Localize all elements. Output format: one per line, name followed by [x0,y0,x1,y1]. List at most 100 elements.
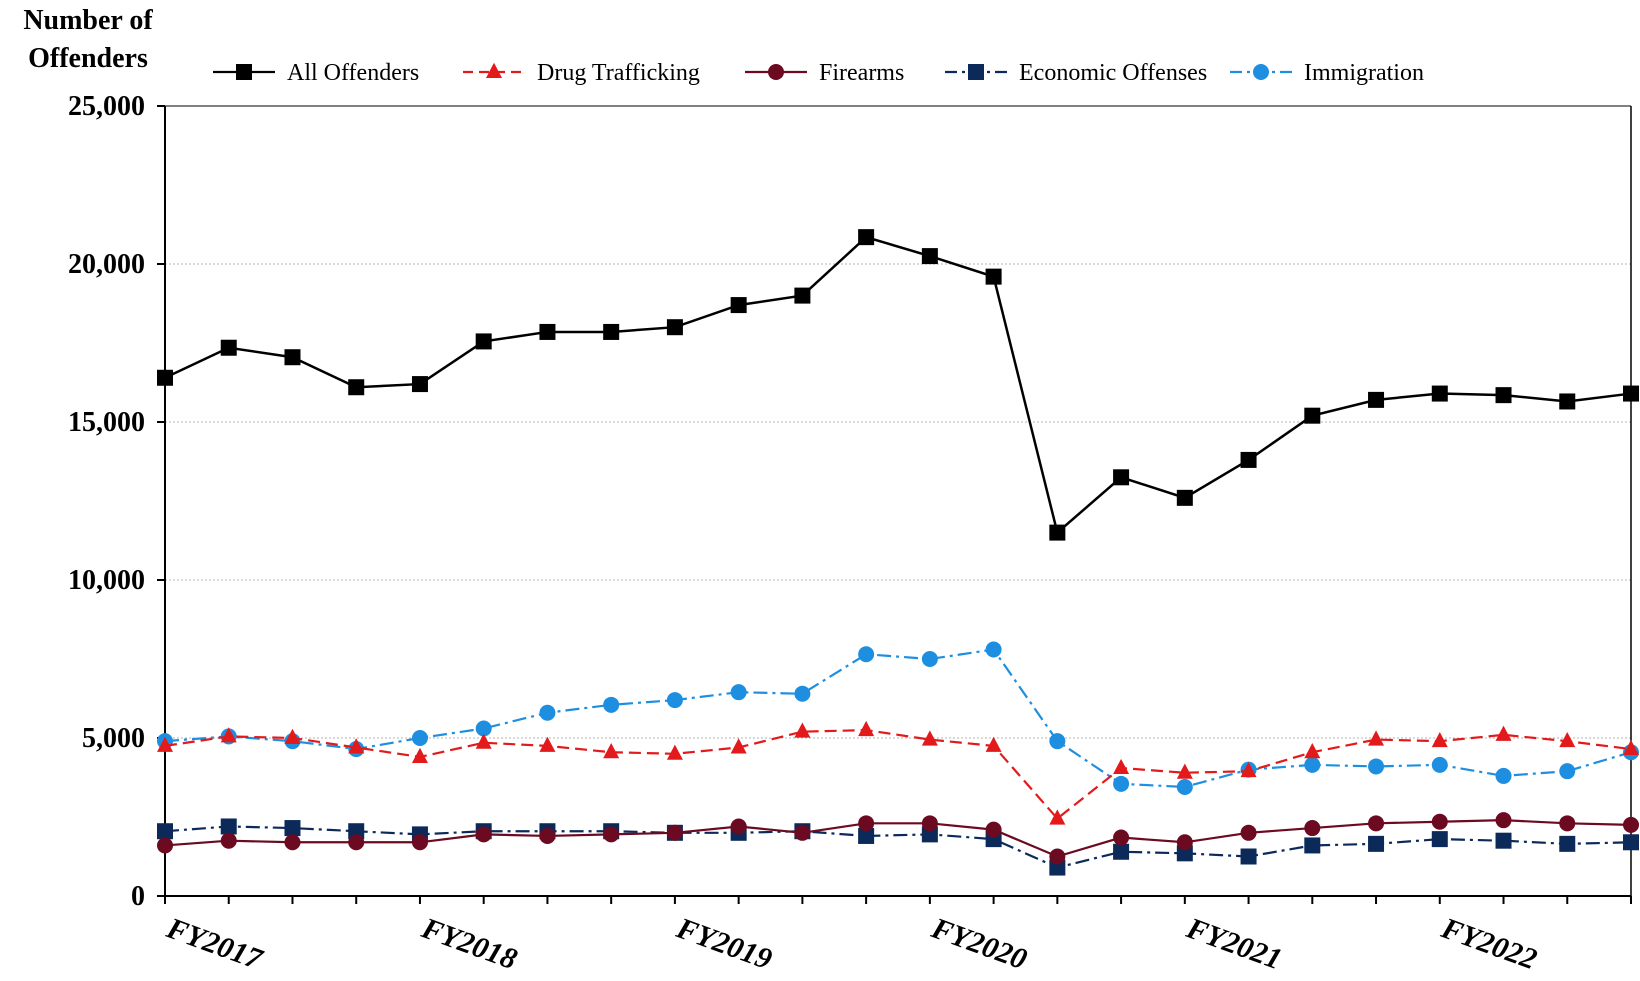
data-point-economic-offenses [220,818,237,835]
data-point-all-offenders [921,248,938,265]
data-point-immigration [730,684,747,701]
x-tick-label: FY2018 [417,911,522,976]
x-tick-label: FY2020 [927,911,1032,976]
data-point-drug-trafficking [1304,743,1321,759]
data-point-all-offenders [730,297,747,314]
data-point-drug-trafficking [1113,758,1130,775]
data-point-all-offenders [475,333,492,350]
data-point-all-offenders [539,323,556,340]
data-point-firearms [1176,834,1193,851]
data-point-all-offenders [985,268,1002,285]
data-point-all-offenders [284,349,301,366]
legend-item-immigration: Immigration [1230,60,1424,86]
data-point-immigration [1049,733,1066,750]
data-point-all-offenders [348,379,365,396]
data-point-firearms [1559,815,1576,832]
series-drug-trafficking [157,720,1639,825]
data-point-firearms [858,815,875,832]
data-point-drug-trafficking [985,736,1002,752]
data-point-firearms [1495,812,1512,829]
data-point-immigration [1176,778,1193,795]
data-point-firearms [411,834,428,851]
y-tick-label: 10,000 [68,565,145,596]
x-tick-label: FY2019 [672,911,777,976]
data-point-immigration [1431,756,1448,773]
data-point-drug-trafficking [539,736,556,752]
series-line-immigration [164,648,1632,789]
data-point-firearms [1240,824,1257,841]
data-point-economic-offenses [921,826,938,843]
data-point-all-offenders [220,339,237,356]
data-point-economic-offenses [1368,835,1385,852]
data-point-drug-trafficking [1240,761,1257,778]
data-point-immigration [539,704,556,721]
data-point-drug-trafficking [1176,763,1193,779]
data-point-economic-offenses [348,823,365,840]
data-point-firearms [220,832,237,849]
data-point-firearms [1113,829,1130,846]
legend-item-drug-trafficking: Drug Trafficking [463,60,700,86]
data-point-immigration [603,696,620,713]
legend-marker-drug-trafficking [486,62,502,78]
series-group [157,229,1639,876]
data-point-economic-offenses [1176,845,1193,862]
legend-marker-all-offenders [236,64,252,80]
legend: All Offenders Drug Trafficking Firearms Eco… [213,60,1424,86]
data-point-economic-offenses [157,823,173,840]
data-point-all-offenders [603,323,620,340]
data-point-immigration [475,720,492,737]
series-line-all-offenders [164,235,1632,535]
data-point-all-offenders [1049,524,1066,541]
data-point-economic-offenses [284,820,301,837]
legend-item-economic-offenses: Economic Offenses [945,60,1207,86]
data-point-immigration [1304,756,1321,773]
data-point-economic-offenses [858,827,875,844]
legend-marker-immigration [1253,64,1269,80]
data-point-economic-offenses [1304,837,1321,854]
data-point-all-offenders [1623,385,1639,402]
data-point-all-offenders [1495,387,1512,404]
data-point-economic-offenses [1113,843,1130,860]
data-point-firearms [985,821,1002,838]
data-point-firearms [1049,848,1066,865]
data-point-all-offenders [1368,391,1385,408]
series-firearms [157,812,1639,865]
data-point-drug-trafficking [220,727,237,743]
data-point-immigration [794,685,811,702]
data-point-all-offenders [157,369,173,386]
legend-label-firearms: Firearms [819,60,904,86]
data-point-immigration [1113,775,1130,792]
data-point-firearms [348,834,365,851]
data-point-firearms [539,827,556,844]
y-axis-label: Offenders [28,43,148,74]
axis-labels: Number of Offenders [23,5,153,74]
series-line-firearms [164,819,1632,858]
data-point-immigration [1368,758,1385,775]
legend-item-firearms: Firearms [745,60,904,86]
y-tick-label: 20,000 [68,249,145,280]
data-point-firearms [1623,816,1639,833]
x-tick-label: FY2017 [162,911,268,976]
data-point-firearms [1368,815,1385,832]
data-point-drug-trafficking [1495,725,1512,741]
data-point-drug-trafficking [157,736,173,752]
data-point-firearms [475,826,492,843]
y-tick-label: 5,000 [82,723,145,754]
data-point-drug-trafficking [348,738,365,754]
x-tick-label: FY2022 [1436,911,1541,976]
data-point-firearms [284,834,301,851]
legend-marker-firearms [768,64,784,80]
data-point-immigration [411,730,428,746]
legend-label-all-offenders: All Offenders [287,60,419,86]
y-tick-label: 25,000 [68,91,145,122]
data-point-all-offenders [1431,385,1448,402]
data-point-economic-offenses [1240,848,1257,865]
data-point-all-offenders [1113,469,1130,486]
data-point-firearms [603,826,620,843]
data-point-drug-trafficking [1431,731,1448,748]
gridlines [165,105,1631,739]
y-tick-label: 0 [131,881,145,912]
data-point-all-offenders [1304,407,1321,424]
data-point-drug-trafficking [1368,730,1385,746]
